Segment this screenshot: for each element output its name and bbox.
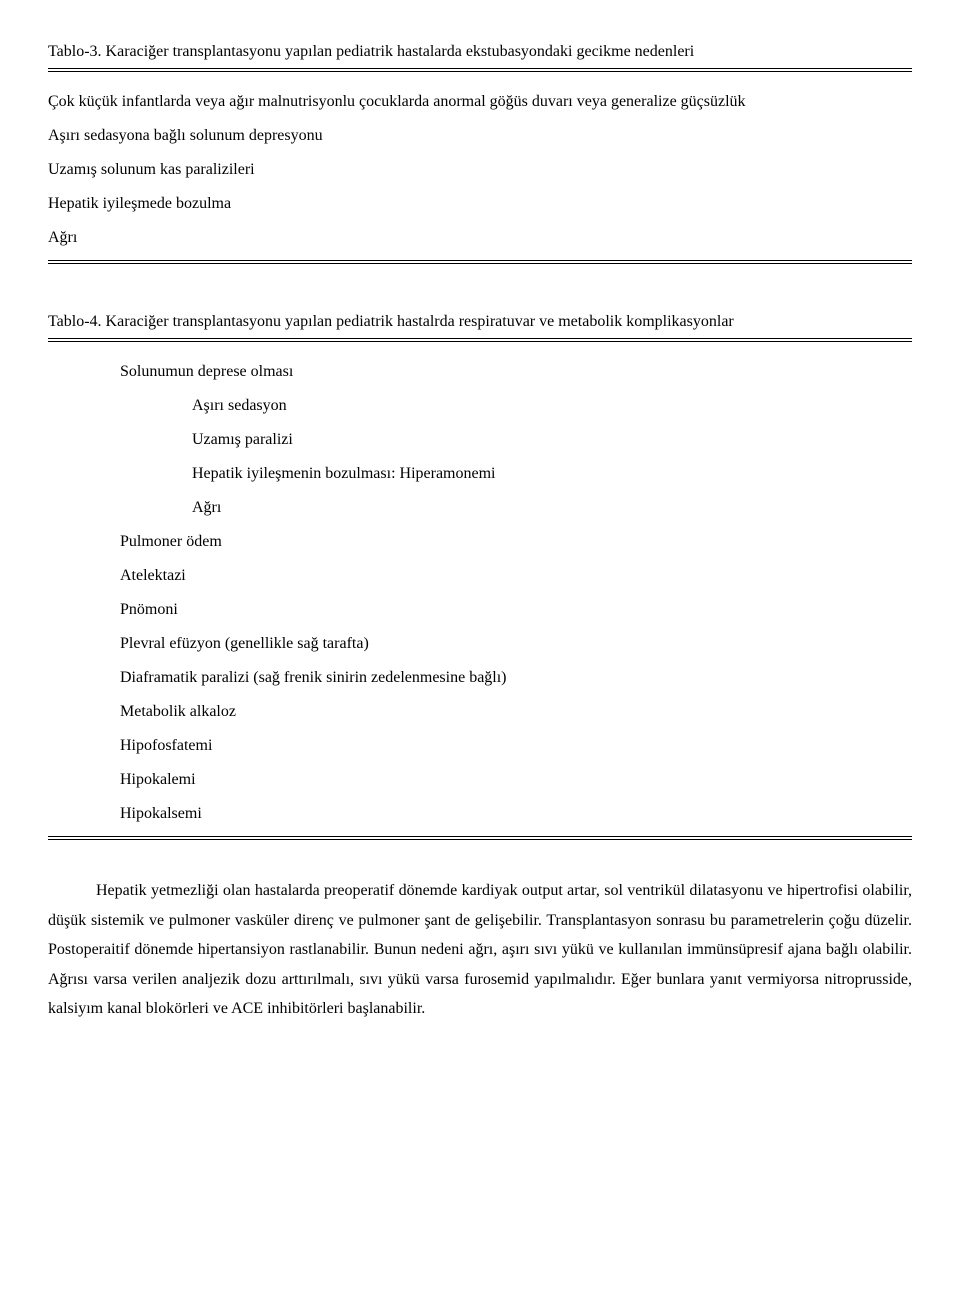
table3-item: Aşırı sedasyona bağlı solunum depresyonu <box>48 124 912 148</box>
table3-top-rule <box>48 68 912 72</box>
table4-item: Hipofosfatemi <box>48 734 912 758</box>
table3-item: Çok küçük infantlarda veya ağır malnutri… <box>48 90 912 114</box>
table4-subitem: Uzamış paralizi <box>48 428 912 452</box>
table3-item: Uzamış solunum kas paralizileri <box>48 158 912 182</box>
table4-body: Solunumun deprese olması Aşırı sedasyon … <box>48 360 912 826</box>
table4-title: Tablo-4. Karaciğer transplantasyonu yapı… <box>48 310 912 334</box>
table3-item: Ağrı <box>48 226 912 250</box>
table4-item: Metabolik alkaloz <box>48 700 912 724</box>
table4-bottom-rule <box>48 836 912 840</box>
table4-item: Pnömoni <box>48 598 912 622</box>
table4-item: Plevral efüzyon (genellikle sağ tarafta) <box>48 632 912 656</box>
table3-title: Tablo-3. Karaciğer transplantasyonu yapı… <box>48 40 912 64</box>
table4-item: Solunumun deprese olması <box>48 360 912 384</box>
table4-item: Pulmoner ödem <box>48 530 912 554</box>
table4-top-rule <box>48 338 912 342</box>
table4-item: Hipokalsemi <box>48 802 912 826</box>
table4-subitem: Ağrı <box>48 496 912 520</box>
table4-subitem: Aşırı sedasyon <box>48 394 912 418</box>
table3-item: Hepatik iyileşmede bozulma <box>48 192 912 216</box>
table4-subitem: Hepatik iyileşmenin bozulması: Hiperamon… <box>48 462 912 486</box>
table3-body: Çok küçük infantlarda veya ağır malnutri… <box>48 90 912 250</box>
body-paragraph: Hepatik yetmezliği olan hastalarda preop… <box>48 876 912 1024</box>
table4-item: Diaframatik paralizi (sağ frenik sinirin… <box>48 666 912 690</box>
table3-bottom-rule <box>48 260 912 264</box>
table4-item: Hipokalemi <box>48 768 912 792</box>
table4-item: Atelektazi <box>48 564 912 588</box>
